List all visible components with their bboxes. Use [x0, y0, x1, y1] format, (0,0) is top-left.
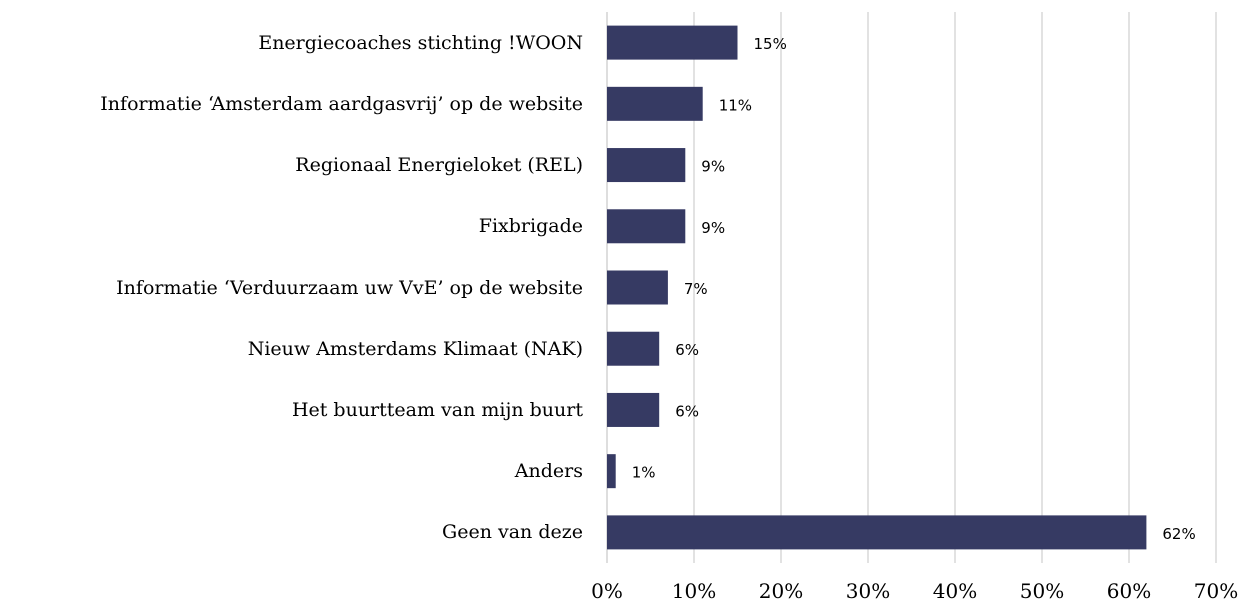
y-tick-label: Geen van deze — [442, 521, 583, 544]
y-tick-label: Informatie ‘Verduurzaam uw VvE’ op de we… — [116, 276, 583, 299]
bar — [607, 331, 660, 366]
bar — [607, 86, 703, 121]
bar — [607, 270, 668, 305]
data-label: 6% — [675, 402, 699, 420]
x-tick-label: 10% — [672, 579, 716, 603]
data-label: 62% — [1162, 525, 1195, 543]
y-tick-label: Nieuw Amsterdams Klimaat (NAK) — [247, 337, 583, 360]
y-tick-label: Energiecoaches stichting !WOON — [258, 31, 583, 54]
y-tick-label: Regionaal Energieloket (REL) — [295, 154, 583, 177]
x-tick-label: 20% — [759, 579, 803, 603]
bar — [607, 25, 738, 60]
bar — [607, 454, 616, 489]
data-label: 9% — [701, 158, 725, 176]
data-label: 6% — [675, 341, 699, 359]
data-label: 9% — [701, 219, 725, 237]
data-label: 1% — [632, 464, 656, 482]
y-tick-label: Fixbrigade — [478, 215, 583, 238]
x-tick-label: 30% — [846, 579, 890, 603]
bar — [607, 209, 686, 244]
y-tick-label: Het buurtteam van mijn buurt — [291, 398, 583, 421]
y-tick-label: Informatie ‘Amsterdam aardgasvrij’ op de… — [100, 92, 583, 115]
x-tick-label: 60% — [1107, 579, 1151, 603]
x-tick-label: 40% — [933, 579, 977, 603]
x-tick-label: 70% — [1194, 579, 1238, 603]
x-tick-label: 50% — [1020, 579, 1064, 603]
bar — [607, 148, 686, 183]
bar — [607, 515, 1147, 550]
data-label: 7% — [684, 280, 708, 298]
x-tick-label: 0% — [591, 579, 623, 603]
y-tick-label: Anders — [514, 460, 583, 483]
data-label: 11% — [719, 96, 752, 114]
bar — [607, 392, 660, 427]
data-label: 15% — [754, 35, 787, 53]
